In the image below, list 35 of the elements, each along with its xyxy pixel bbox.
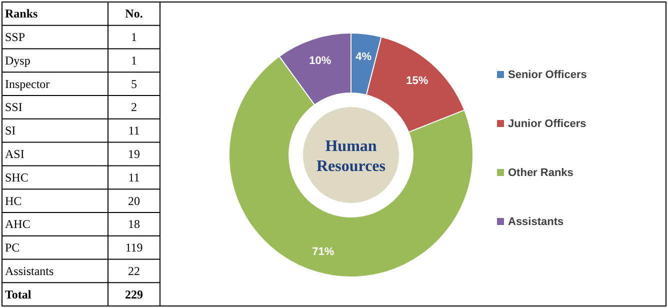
category-label: Assistants xyxy=(5,264,54,278)
category-label: SI xyxy=(5,124,16,138)
legend-label: Other Ranks xyxy=(508,167,574,179)
data-label: 10% xyxy=(309,54,332,67)
data-label: 5 xyxy=(131,76,137,91)
legend-label: Junior Officers xyxy=(508,118,586,130)
data-label: 71% xyxy=(312,246,334,258)
legend-label: Senior Officers xyxy=(508,69,587,81)
category-label: SSP xyxy=(5,30,26,44)
data-label: 1 xyxy=(131,30,137,44)
text: Ranks xyxy=(5,6,38,21)
text: No. xyxy=(125,6,143,21)
data-label: 15% xyxy=(406,74,428,87)
data-label: 11 xyxy=(128,170,140,184)
category-label: Inspector xyxy=(5,76,50,91)
data-label: 18 xyxy=(128,217,140,232)
category-label: PC xyxy=(5,240,20,255)
category-label: SHC xyxy=(5,170,28,184)
category-label: AHC xyxy=(5,217,30,232)
text: Total xyxy=(5,287,32,302)
data-label: 2 xyxy=(131,100,137,114)
category-label: Dysp xyxy=(5,53,30,68)
legend-label: Assistants xyxy=(508,216,564,228)
text: 229 xyxy=(125,287,143,302)
data-label: 20 xyxy=(128,194,140,208)
category-label: SSI xyxy=(5,100,22,114)
data-label: 19 xyxy=(128,147,140,161)
data-label: 22 xyxy=(128,264,140,278)
text: Human Resources xyxy=(316,138,386,175)
category-label: HC xyxy=(5,194,22,208)
data-label: 11 xyxy=(128,124,140,138)
data-label: 119 xyxy=(125,240,143,255)
category-label: ASI xyxy=(5,147,24,161)
data-label: 4% xyxy=(356,50,372,63)
data-label: 1 xyxy=(131,53,137,68)
